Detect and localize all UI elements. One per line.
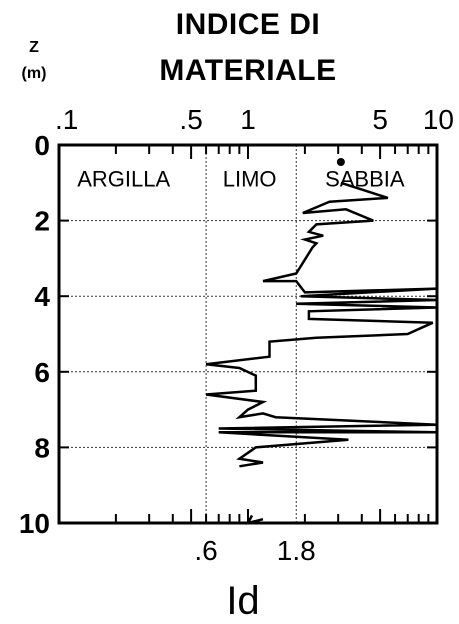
- data-line: [205, 181, 438, 468]
- y-tick-label: 8: [34, 432, 50, 463]
- x-top-tick-label: 1: [240, 104, 256, 135]
- axis-ticks: .1 .5 1 5 10 0 2 4 6 8 10 .6 1.8: [19, 104, 454, 566]
- x-top-tick-label: .1: [55, 104, 78, 135]
- zone-label: SABBIA: [325, 167, 405, 192]
- x-top-tick-label: 10: [423, 104, 454, 135]
- chart-title-line-1: INDICE DI: [176, 8, 321, 41]
- x-top-tick-label: 5: [372, 104, 388, 135]
- x-top-tick-label: .5: [179, 104, 202, 135]
- data-series: [205, 158, 438, 525]
- zone-label: ARGILLA: [77, 167, 170, 192]
- y-axis-label-unit: (m): [22, 65, 47, 82]
- zone-label: LIMO: [223, 167, 277, 192]
- zone-labels: ARGILLA LIMO SABBIA: [77, 167, 405, 192]
- x-bottom-tick-label: 1.8: [277, 535, 316, 566]
- y-tick-label: 2: [34, 206, 50, 237]
- x-bottom-tick-label: .6: [194, 535, 217, 566]
- y-tick-label: 6: [34, 357, 50, 388]
- data-marker: [336, 158, 345, 167]
- chart-title-line-2: MATERIALE: [159, 54, 336, 87]
- y-tick-label: 10: [19, 508, 50, 539]
- y-tick-label: 4: [34, 281, 50, 312]
- y-tick-label: 0: [34, 130, 50, 161]
- x-axis-label: Id: [226, 579, 259, 623]
- y-axis-label-z: Z: [29, 39, 39, 56]
